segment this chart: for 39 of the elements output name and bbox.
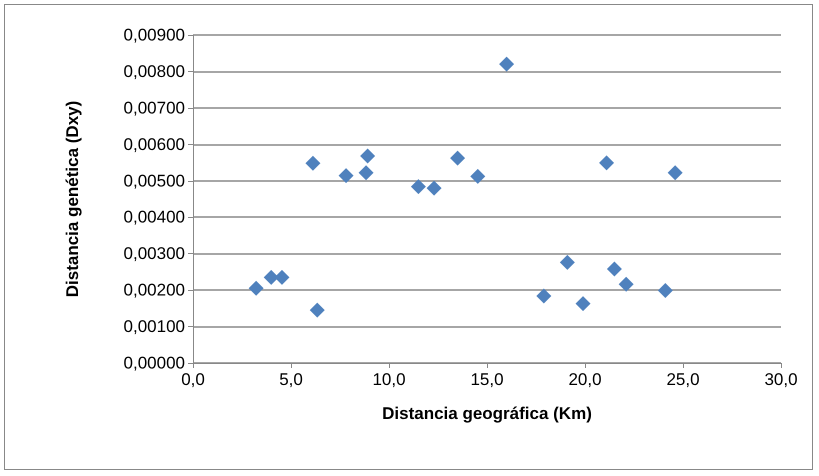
x-axis-title: Distancia geográfica (Km) <box>382 404 592 423</box>
x-tick-label: 10,0 <box>372 370 406 389</box>
y-axis-title: Distancia genética (Dxy) <box>63 100 82 298</box>
y-tick-label: 0,00700 <box>124 98 185 118</box>
point <box>668 165 683 180</box>
point <box>560 254 575 270</box>
y-tick-label: 0,00900 <box>124 26 185 44</box>
y-tick-label: 0,00100 <box>124 317 185 336</box>
point <box>358 165 374 180</box>
y-tick-label: 0,00600 <box>124 134 185 154</box>
point <box>470 168 486 184</box>
point <box>536 288 552 304</box>
point <box>360 148 376 164</box>
point <box>338 168 354 184</box>
point <box>410 179 426 194</box>
x-tick-label: 20,0 <box>568 370 602 389</box>
x-tick-label: 5,0 <box>279 370 303 389</box>
point <box>599 155 614 170</box>
point <box>450 150 466 166</box>
point <box>576 296 591 312</box>
x-tick-label: 0,0 <box>181 370 205 389</box>
x-tick-label: 30,0 <box>764 370 798 389</box>
y-tick-label: 0,00400 <box>124 208 185 227</box>
x-tick-label: 25,0 <box>666 370 700 389</box>
y-tick-label: 0,00300 <box>124 244 185 264</box>
y-tick-label: 0,00800 <box>124 62 185 81</box>
y-tick-label: 0,00200 <box>124 280 185 300</box>
point <box>658 282 673 298</box>
point <box>305 156 320 171</box>
point <box>426 180 442 196</box>
point <box>264 270 279 285</box>
point <box>606 261 622 276</box>
point <box>310 302 325 318</box>
x-tick-label: 15,0 <box>470 370 504 389</box>
y-tick-label: 0,00500 <box>124 171 185 190</box>
point <box>618 276 634 292</box>
point <box>248 280 264 296</box>
y-tick-label: 0,00000 <box>124 354 185 372</box>
point <box>499 56 514 72</box>
